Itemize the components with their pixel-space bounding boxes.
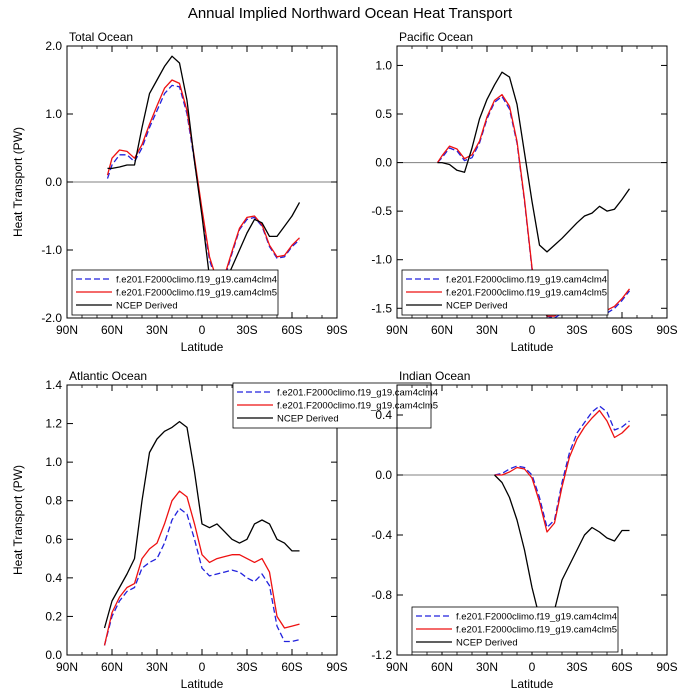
y-tick-label: 1.0 — [375, 58, 392, 72]
legend-label: NCEP Derived — [277, 414, 339, 425]
y-tick-label: 2.0 — [45, 39, 62, 53]
x-tick-label: 90N — [386, 660, 408, 674]
y-tick-label: 0.2 — [45, 609, 62, 623]
x-axis-label: Latitude — [181, 677, 224, 691]
y-tick-label: -1.0 — [41, 243, 62, 257]
y-tick-label: 1.2 — [45, 417, 62, 431]
y-tick-label: -1.5 — [371, 301, 392, 315]
x-tick-label: 0 — [199, 323, 206, 337]
series-line-ncep — [494, 474, 630, 634]
legend: f.e201.F2000climo.f19_g19.cam4clm4 f.e201… — [71, 269, 279, 316]
x-tick-label: 90N — [386, 323, 408, 337]
x-tick-label: 30S — [236, 323, 257, 337]
x-tick-label: 60S — [281, 323, 302, 337]
x-tick-label: 60N — [431, 323, 453, 337]
series-line-cam5 — [103, 490, 300, 646]
x-tick-label: 60N — [431, 660, 453, 674]
x-tick-label: 30N — [146, 660, 168, 674]
y-tick-label: 0.6 — [45, 532, 62, 546]
legend-label: f.e201.F2000climo.f19_g19.cam4clm5 — [456, 625, 617, 636]
series-group — [494, 405, 630, 634]
panel-title: Atlantic Ocean — [69, 369, 147, 383]
legend-label: f.e201.F2000climo.f19_g19.cam4clm4 — [456, 612, 617, 623]
legend: f.e201.F2000climo.f19_g19.cam4clm4 f.e201… — [411, 606, 619, 653]
series-line-cam4 — [103, 507, 300, 646]
y-axis-label: Heat Transport (PW) — [11, 465, 25, 575]
panel-atlantic-ocean: 90N 60N 30N 0 30S 60S 90S 0.0 0.2 0.4 0.6 0.8 1.0 1.2… — [11, 369, 348, 691]
figure-title: Annual Implied Northward Ocean Heat Tran… — [187, 5, 513, 22]
y-axis-label: Heat Transport (PW) — [11, 127, 25, 237]
series-line-cam5 — [494, 409, 630, 533]
x-tick-label: 60S — [611, 323, 632, 337]
x-tick-label: 30S — [566, 660, 587, 674]
x-tick-label: 60S — [281, 660, 302, 674]
series-line-cam4 — [106, 84, 300, 284]
x-tick-label: 90S — [656, 323, 677, 337]
x-axis-label: Latitude — [511, 677, 554, 691]
y-tick-label: -0.4 — [371, 528, 392, 542]
y-tick-label: -1.0 — [371, 253, 392, 267]
x-tick-label: 90S — [326, 660, 347, 674]
legend-label: NCEP Derived — [446, 301, 508, 312]
legend-label: f.e201.F2000climo.f19_g19.cam4clm5 — [446, 288, 607, 299]
x-axis-label: Latitude — [511, 340, 554, 354]
legend-label: NCEP Derived — [116, 301, 178, 312]
y-tick-label: 0.0 — [375, 156, 392, 170]
panel-title: Pacific Ocean — [399, 30, 473, 44]
x-tick-label: 90N — [56, 660, 78, 674]
legend: f.e201.F2000climo.f19_g19.cam4clm4 f.e201… — [232, 382, 438, 429]
x-axis-label: Latitude — [181, 340, 224, 354]
y-tick-label: 0.5 — [375, 107, 392, 121]
x-tick-label: 60N — [101, 660, 123, 674]
y-tick-label: 1.0 — [45, 107, 62, 121]
legend-label: f.e201.F2000climo.f19_g19.cam4clm5 — [116, 288, 277, 299]
x-tick-label: 0 — [199, 660, 206, 674]
x-tick-label: 90S — [656, 660, 677, 674]
legend-label: f.e201.F2000climo.f19_g19.cam4clm4 — [116, 275, 277, 286]
y-tick-label: -2.0 — [41, 311, 62, 325]
x-tick-label: 60N — [101, 323, 123, 337]
x-tick-label: 0 — [529, 323, 536, 337]
x-tick-label: 30N — [476, 660, 498, 674]
y-tick-label: -0.8 — [371, 588, 392, 602]
x-tick-label: 60S — [611, 660, 632, 674]
panel-total-ocean: 90N 60N 30N 0 30S 60S 90S -2.0 -1.0 0.0 1.0 2.0 Tota… — [11, 30, 348, 354]
y-tick-label: 1.0 — [45, 455, 62, 469]
x-tick-label: 0 — [529, 660, 536, 674]
y-tick-label: 1.4 — [45, 378, 62, 392]
series-line-ncep — [107, 55, 301, 299]
series-line-ncep — [437, 71, 631, 253]
y-tick-label: -1.2 — [371, 648, 392, 662]
x-tick-label: 30N — [146, 323, 168, 337]
y-tick-label: 0.8 — [45, 494, 62, 508]
x-tick-label: 90N — [56, 323, 78, 337]
series-group — [106, 55, 301, 299]
y-tick-label: -0.5 — [371, 204, 392, 218]
panel-title: Indian Ocean — [399, 369, 470, 383]
legend: f.e201.F2000climo.f19_g19.cam4clm4 f.e201… — [401, 269, 609, 316]
series-group — [103, 420, 300, 646]
panel-pacific-ocean: 90N 60N 30N 0 30S 60S 90S -1.5 -1.0 -0.5 0.0 0.5 1.0… — [371, 30, 677, 354]
x-tick-label: 30S — [236, 660, 257, 674]
y-tick-label: 0.0 — [45, 648, 62, 662]
panel-indian-ocean: 90N 60N 30N 0 30S 60S 90S -1.2 -0.8 -0.4 0.0 0.4 Ind… — [371, 369, 677, 691]
y-tick-label: 0.4 — [375, 408, 392, 422]
panel-title: Total Ocean — [69, 30, 133, 44]
x-tick-label: 90S — [326, 323, 347, 337]
legend-label: NCEP Derived — [456, 638, 518, 649]
y-tick-label: 0.0 — [45, 175, 62, 189]
legend-label: f.e201.F2000climo.f19_g19.cam4clm4 — [277, 388, 438, 399]
series-line-ncep — [103, 420, 300, 629]
legend-label: f.e201.F2000climo.f19_g19.cam4clm5 — [277, 401, 438, 412]
series-line-cam4 — [494, 405, 630, 529]
series-line-cam5 — [106, 79, 300, 282]
y-tick-label: 0.0 — [375, 468, 392, 482]
x-tick-label: 30S — [566, 323, 587, 337]
legend-label: f.e201.F2000climo.f19_g19.cam4clm4 — [446, 275, 607, 286]
x-tick-label: 30N — [476, 323, 498, 337]
y-tick-label: 0.4 — [45, 571, 62, 585]
